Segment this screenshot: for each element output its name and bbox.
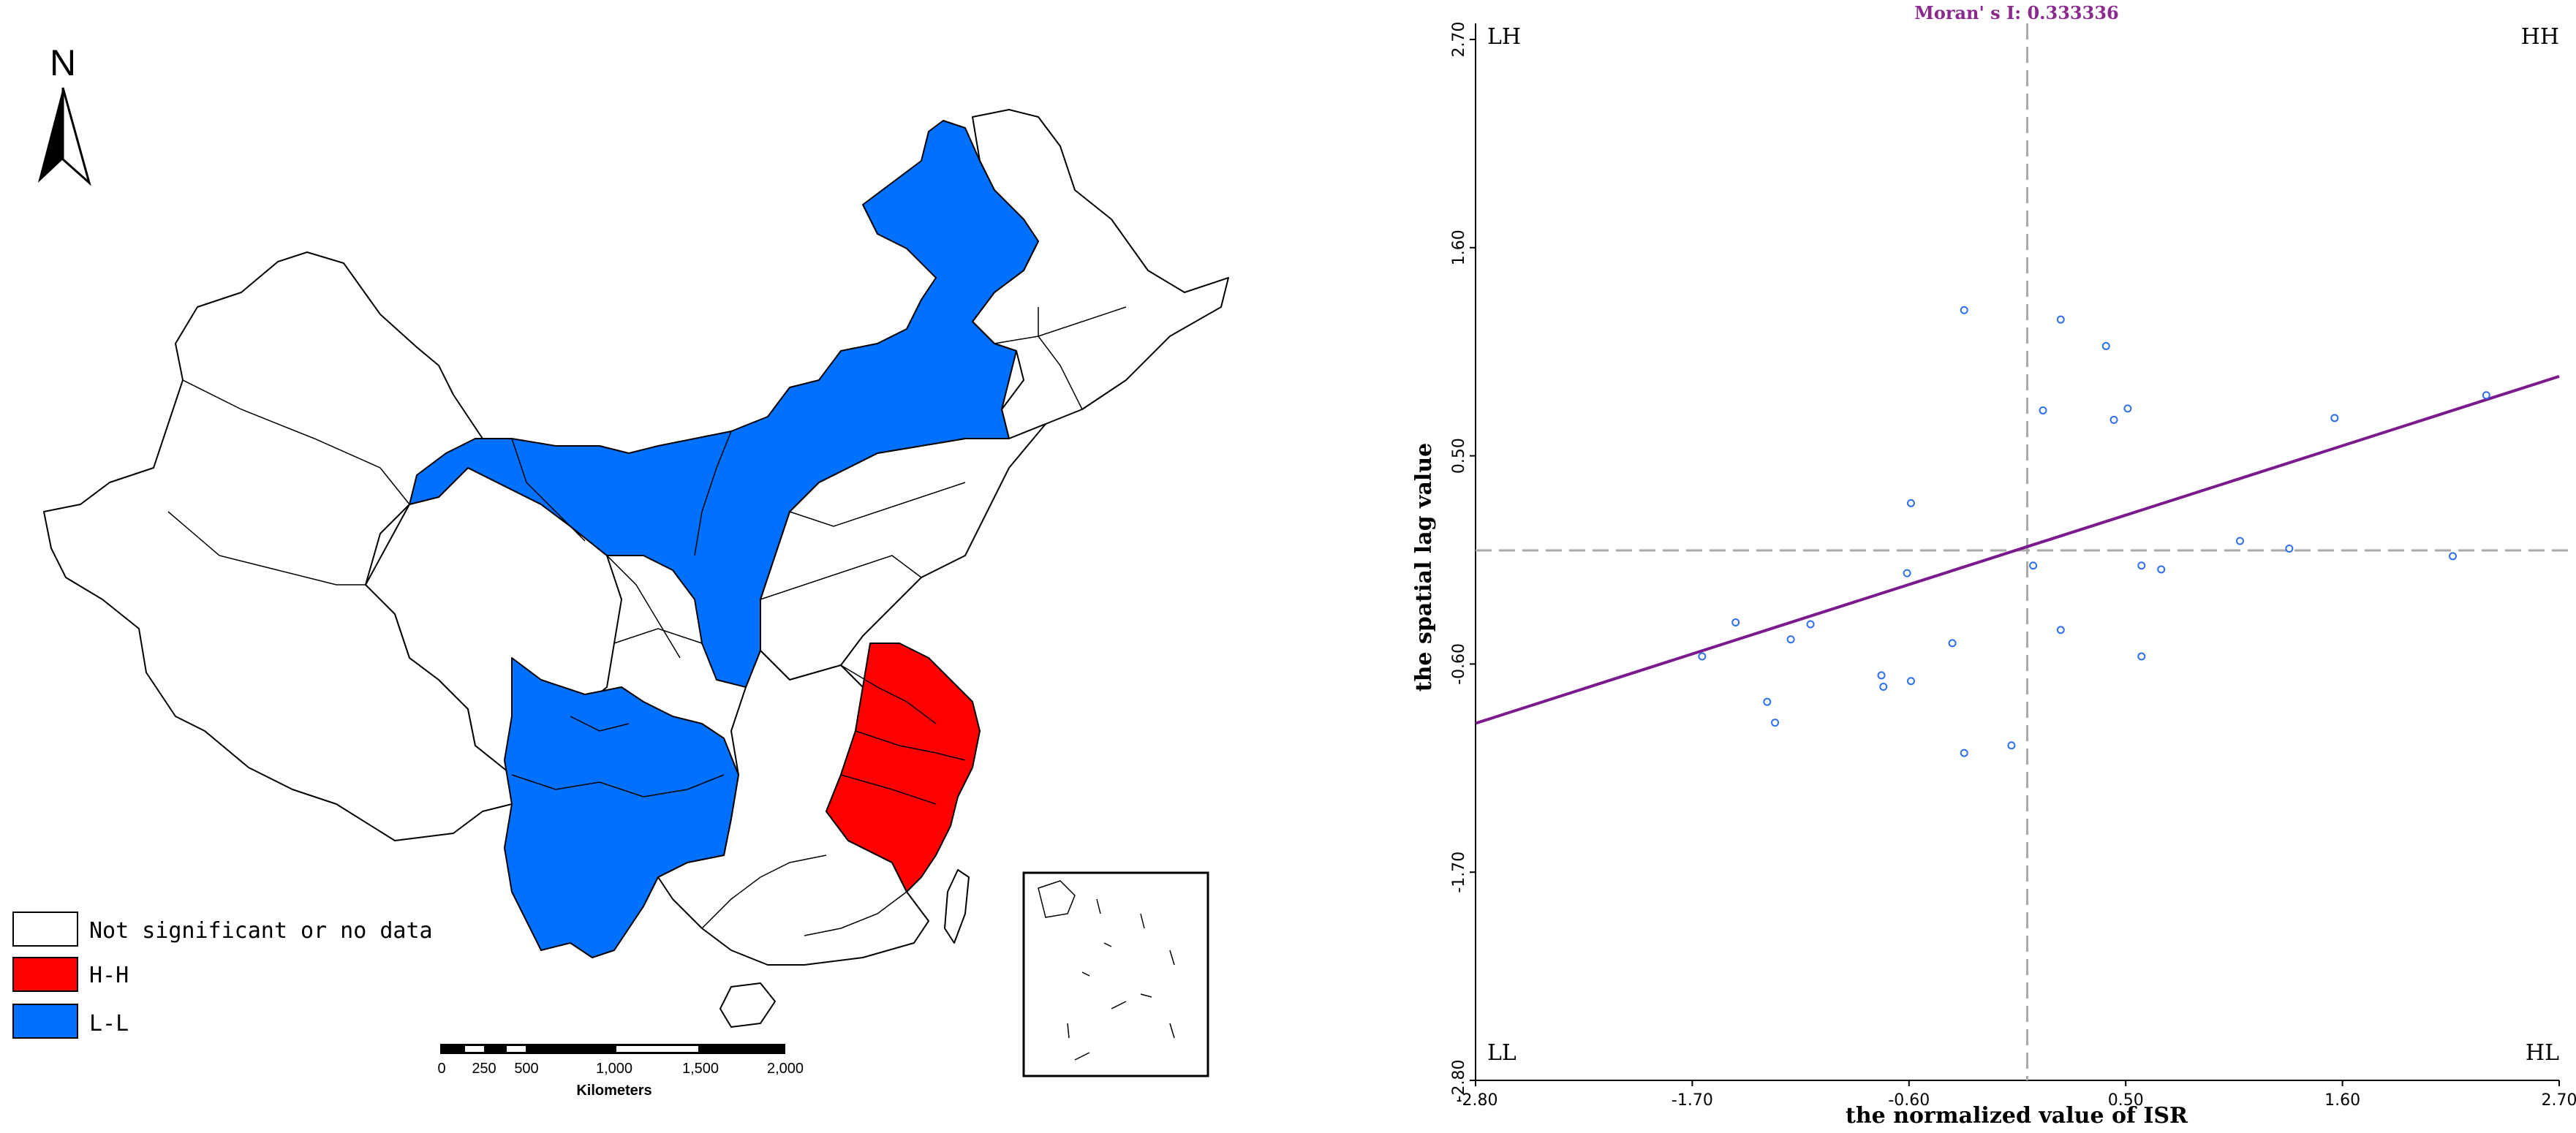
quadrant-label-hl: HL (2526, 1040, 2559, 1066)
scatter-point (2448, 552, 2457, 561)
scatter-point (1960, 306, 1968, 314)
scatter-point (1763, 697, 1772, 706)
scale-tick: 250 (472, 1061, 496, 1077)
x-tick-label: -1.70 (1672, 1091, 1713, 1110)
scatter-point (2330, 414, 2339, 422)
legend-item-hh: H-H (12, 957, 129, 992)
moran-scatter-plot: Moran' s I: 0.333336 -2.80 -1.70 -0.60 0.50… (1411, 2, 2576, 1129)
scatter-point (1906, 499, 1915, 507)
north-label: N (50, 42, 76, 83)
x-tick-label: -2.80 (1457, 1091, 1498, 1110)
quadrant-label-ll: LL (1487, 1040, 1516, 1066)
scatter-point (1786, 635, 1795, 644)
region-taiwan (944, 869, 970, 944)
scatter-point (2056, 626, 2065, 634)
y-axis-label: the spatial lag value (1411, 443, 1437, 691)
scale-tick: 2,000 (767, 1061, 804, 1077)
x-tick-label: 0.50 (2108, 1091, 2144, 1110)
south-china-sea-inset (1022, 871, 1209, 1077)
scatter-point (1960, 749, 1968, 757)
chart-title: Moran' s I: 0.333336 (1914, 2, 2118, 23)
y-tick-label: 2.70 (1450, 22, 1468, 58)
scatter-point (1731, 618, 1740, 626)
legend-label: Not significant or no data (89, 918, 433, 944)
scatter-point (2109, 415, 2118, 424)
quadrant-label-hh: HH (2521, 24, 2559, 50)
y-tick-label: -1.70 (1450, 852, 1468, 893)
scatter-point (1948, 639, 1957, 648)
scatter-point (2137, 561, 2146, 570)
y-tick-label: 0.50 (1450, 438, 1468, 474)
scatter-point (2007, 741, 2016, 750)
x-tick-label: 1.60 (2324, 1091, 2360, 1110)
scatter-point (2285, 544, 2294, 553)
scatter-point (1771, 719, 1780, 727)
legend-label: H-H (89, 963, 129, 988)
scale-tick: 1,500 (682, 1061, 719, 1077)
legend-label: L-L (89, 1011, 129, 1037)
scale-tick: 500 (514, 1061, 538, 1077)
x-tick-label: 2.70 (2542, 1091, 2576, 1110)
scatter-point (2056, 315, 2065, 324)
y-tick-label: -2.80 (1450, 1060, 1468, 1102)
scatter-point (1806, 620, 1815, 629)
scatter-point (2101, 341, 2110, 350)
scatter-point (2235, 537, 2244, 545)
scatter-point (2123, 404, 2132, 413)
region-hainan (719, 982, 776, 1028)
north-arrow-right-icon (61, 87, 91, 186)
north-arrow-left-icon (38, 88, 63, 183)
regression-line (1475, 374, 2560, 725)
scatter-point (1903, 569, 1911, 577)
y-tick-label: 1.60 (1450, 230, 1468, 265)
scatter-point (2137, 652, 2146, 661)
scale-unit: Kilometers (576, 1083, 651, 1099)
scatter-point (2029, 561, 2038, 570)
scatter-point (1698, 652, 1707, 661)
region-ll-southwest (504, 657, 739, 958)
data-points (1698, 306, 2490, 757)
scatter-point (1906, 677, 1915, 686)
north-arrow: N (38, 42, 91, 186)
scale-tick: 1,000 (596, 1061, 632, 1077)
scale-tick: 0 (437, 1061, 445, 1077)
province-boundaries (167, 306, 1127, 936)
x-axis-label: the normalized value of ISR (1846, 1103, 2188, 1129)
map-legend: Not significant or no data H-H L-L (12, 912, 433, 1039)
y-tick-label: -0.60 (1450, 643, 1468, 685)
scatter-point (2157, 565, 2166, 574)
lisa-map: N (12, 42, 1229, 1099)
scatter-point (2482, 391, 2490, 400)
scale-bar: 0 250 500 1,000 1,500 2,000 Kilometers (437, 1044, 804, 1099)
scatter-point (1877, 671, 1886, 680)
x-ticks: -2.80 -1.70 -0.60 0.50 1.60 2.70 (1457, 1080, 2576, 1110)
legend-item-not-significant: Not significant or no data (12, 912, 433, 947)
quadrant-label-lh: LH (1487, 24, 1521, 50)
y-ticks: -2.80 -1.70 -0.60 0.50 1.60 2.70 (1450, 22, 1476, 1102)
scatter-point (2039, 406, 2047, 414)
scatter-point (1879, 682, 1888, 691)
legend-item-ll: L-L (12, 1004, 129, 1039)
x-tick-label: -0.60 (1888, 1091, 1930, 1110)
